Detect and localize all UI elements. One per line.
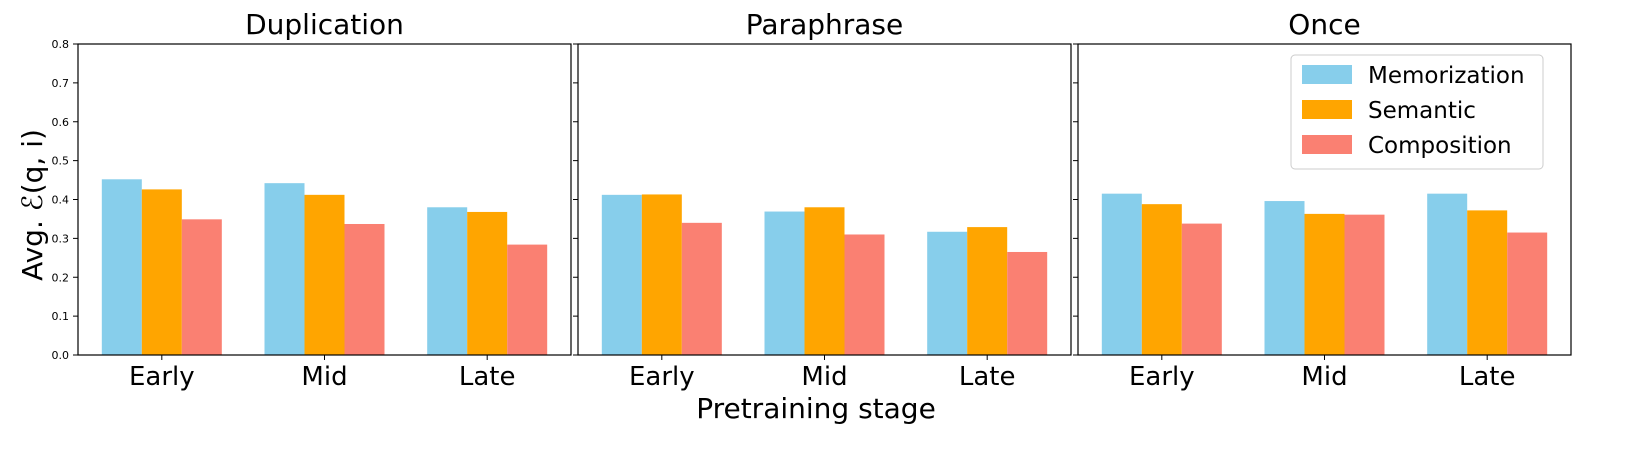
bar-semantic-mid — [804, 207, 845, 355]
legend: Memorization Semantic Composition — [1290, 54, 1544, 170]
x-axis-label: Pretraining stage — [696, 392, 936, 425]
bar-memorization-mid — [764, 211, 805, 355]
bar-composition-mid — [344, 223, 385, 355]
y-tick-label: 0.6 — [52, 116, 70, 129]
bar-composition-late — [1507, 232, 1548, 355]
legend-swatch-composition — [1302, 135, 1352, 154]
legend-swatch-semantic — [1302, 100, 1352, 119]
y-tick-label: 0.1 — [52, 310, 70, 323]
bar-semantic-late — [1467, 210, 1508, 355]
bar-semantic-mid — [304, 194, 345, 355]
bar-composition-early — [1181, 223, 1222, 355]
legend-label-memorization: Memorization — [1368, 63, 1525, 89]
bar-composition-late — [507, 244, 548, 355]
y-axis-label: Avg. ℰ(q, i) — [16, 129, 49, 281]
legend-box — [1290, 54, 1544, 170]
bar-memorization-late — [927, 231, 968, 355]
bar-memorization-late — [427, 207, 468, 355]
x-tick-label: Late — [459, 362, 516, 392]
y-tick-label: 0.2 — [52, 271, 70, 284]
y-tick-label: 0.8 — [52, 38, 70, 51]
legend-label-composition: Composition — [1368, 133, 1512, 159]
bar-memorization-early — [601, 194, 642, 355]
panel-title: Paraphrase — [746, 8, 903, 41]
bar-memorization-mid — [1264, 201, 1305, 355]
y-tick-label: 0.4 — [52, 194, 70, 207]
panel-title: Once — [1288, 8, 1360, 41]
x-tick-label: Late — [1459, 362, 1516, 392]
bar-composition-mid — [844, 234, 885, 355]
y-tick-label: 0.0 — [52, 349, 70, 362]
x-tick-label: Early — [1129, 362, 1195, 392]
x-tick-label: Mid — [301, 362, 347, 392]
legend-label-semantic: Semantic — [1368, 98, 1476, 124]
bar-semantic-early — [1141, 204, 1182, 355]
x-tick-label: Early — [129, 362, 195, 392]
y-tick-label: 0.5 — [52, 155, 70, 168]
bar-memorization-early — [1101, 193, 1142, 355]
x-tick-label: Mid — [801, 362, 847, 392]
bar-composition-early — [181, 219, 222, 355]
y-tick-label: 0.7 — [52, 77, 70, 90]
legend-swatch-memorization — [1302, 65, 1352, 84]
bar-composition-late — [1007, 251, 1048, 355]
x-tick-label: Early — [629, 362, 695, 392]
bar-semantic-early — [641, 194, 682, 355]
bar-semantic-early — [141, 189, 182, 355]
bar-semantic-mid — [1304, 213, 1345, 355]
panel-title: Duplication — [245, 8, 404, 41]
panel-paraphrase: Early Mid Late Paraphrase — [573, 8, 1072, 392]
y-tick-label: 0.3 — [52, 232, 70, 245]
panel-once: Early Mid Late Once — [1073, 8, 1572, 392]
x-tick-label: Late — [959, 362, 1016, 392]
bar-semantic-late — [467, 211, 508, 355]
bar-memorization-mid — [264, 183, 305, 355]
bar-semantic-late — [967, 227, 1008, 355]
panels: 0.0 0.1 0.2 0.3 0.4 0.5 0.6 0.7 0.8 Early Mid Late D… — [52, 8, 1572, 392]
bar-composition-mid — [1344, 214, 1385, 355]
bar-composition-early — [681, 222, 722, 355]
bar-memorization-late — [1427, 193, 1468, 355]
x-tick-label: Mid — [1301, 362, 1347, 392]
panel-duplication: 0.0 0.1 0.2 0.3 0.4 0.5 0.6 0.7 0.8 Early Mid Late D… — [52, 8, 572, 392]
bar-memorization-early — [101, 179, 142, 355]
